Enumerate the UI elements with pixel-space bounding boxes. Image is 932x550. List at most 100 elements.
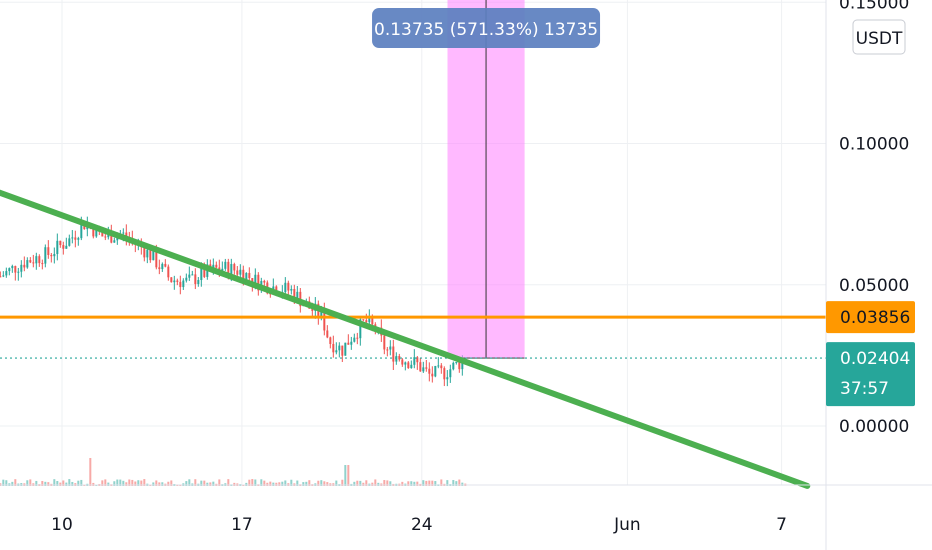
candle-body xyxy=(335,350,338,353)
volume-bar xyxy=(377,482,380,486)
candle-body xyxy=(329,337,332,344)
horizontal-line-price-label: 0.03856 xyxy=(840,308,910,328)
candle-body xyxy=(461,359,464,370)
volume-bar xyxy=(35,480,38,486)
candle-body xyxy=(143,247,146,258)
candle-body xyxy=(236,270,239,275)
candle-body xyxy=(80,224,83,239)
volume-bar xyxy=(188,479,191,486)
candle-body xyxy=(239,269,242,275)
candle-body xyxy=(242,269,245,282)
candle-body xyxy=(419,362,422,372)
candle-body xyxy=(356,337,359,339)
volume-bar xyxy=(137,480,140,486)
grid-layer xyxy=(0,0,826,485)
candle-body xyxy=(395,356,398,362)
volume-bar xyxy=(170,480,173,486)
candle-body xyxy=(347,342,350,345)
volume-bar xyxy=(101,480,104,486)
volume-bar xyxy=(317,480,320,486)
volume-bar xyxy=(413,481,416,486)
candle-body xyxy=(158,267,161,270)
volume-bar xyxy=(260,479,263,486)
candle-body xyxy=(440,365,443,369)
volume-bar xyxy=(446,480,449,486)
candle-body xyxy=(62,245,65,249)
candle-body xyxy=(455,361,458,363)
volume-bar xyxy=(65,482,68,486)
volume-bar xyxy=(320,480,323,486)
candle-body xyxy=(323,309,326,331)
candle-body xyxy=(125,232,128,238)
candle-body xyxy=(230,264,233,277)
volume-bar xyxy=(407,481,410,486)
candle-body xyxy=(122,232,125,234)
volume-bar xyxy=(281,481,284,486)
current-price-label: 0.02404 xyxy=(840,349,910,369)
volume-bar xyxy=(326,482,329,486)
candle-body xyxy=(152,250,155,261)
candle-body xyxy=(194,274,197,285)
candle-body xyxy=(182,280,185,288)
candle-body xyxy=(257,274,260,291)
candle-body xyxy=(254,274,257,285)
candle-body xyxy=(176,280,179,282)
volume-bar xyxy=(185,481,188,486)
candle-body xyxy=(11,266,14,269)
volume-bar xyxy=(362,482,365,486)
volume-bar xyxy=(344,465,347,486)
volume-bar xyxy=(440,479,443,486)
candle-body xyxy=(32,262,35,264)
volume-bar xyxy=(167,481,170,486)
candle-body xyxy=(449,369,452,378)
candle-body xyxy=(26,260,29,268)
candle-body xyxy=(383,335,386,350)
volume-bar xyxy=(47,482,50,486)
candle-body xyxy=(113,240,116,243)
candle-body xyxy=(398,356,401,360)
volume-bar xyxy=(431,480,434,486)
candle-body xyxy=(71,237,74,239)
volume-bar xyxy=(200,480,203,486)
candle-body xyxy=(434,365,437,377)
volume-bar xyxy=(59,482,62,486)
candle-body xyxy=(293,289,296,301)
y-tick-label: 0.15000 xyxy=(839,0,909,13)
candle-body xyxy=(221,268,224,271)
volume-bar xyxy=(11,481,14,486)
candle-body xyxy=(161,263,164,270)
volume-bar xyxy=(356,480,359,486)
candle-body xyxy=(104,236,107,238)
volume-bar xyxy=(425,480,428,486)
volume-bar xyxy=(158,482,161,486)
candle-body xyxy=(0,276,2,278)
candle-body xyxy=(401,359,404,365)
volume-bar xyxy=(80,479,83,486)
currency-badge-label: USDT xyxy=(856,29,903,49)
x-tick-label: 10 xyxy=(51,515,73,535)
y-tick-label: 0.10000 xyxy=(839,135,909,155)
candle-body xyxy=(389,346,392,350)
volume-bar xyxy=(269,481,272,486)
candle-body xyxy=(203,267,206,277)
candle-body xyxy=(338,345,341,351)
candle-body xyxy=(92,226,95,237)
y-tick-label: 0.05000 xyxy=(839,276,909,296)
candle-body xyxy=(110,232,113,243)
candle-body xyxy=(17,271,20,273)
volume-bar xyxy=(122,480,125,486)
volume-bar xyxy=(371,482,374,486)
volume-bar xyxy=(14,479,17,486)
candle-body xyxy=(29,260,32,263)
candle-body xyxy=(392,346,395,362)
volume-bar xyxy=(458,479,461,486)
volume-bar xyxy=(227,479,230,486)
candle-body xyxy=(248,272,251,279)
x-tick-label: 7 xyxy=(776,515,787,535)
volume-bar xyxy=(341,479,344,486)
trendline xyxy=(0,189,811,489)
volume-bar xyxy=(26,480,29,486)
volume-bar xyxy=(77,480,80,486)
